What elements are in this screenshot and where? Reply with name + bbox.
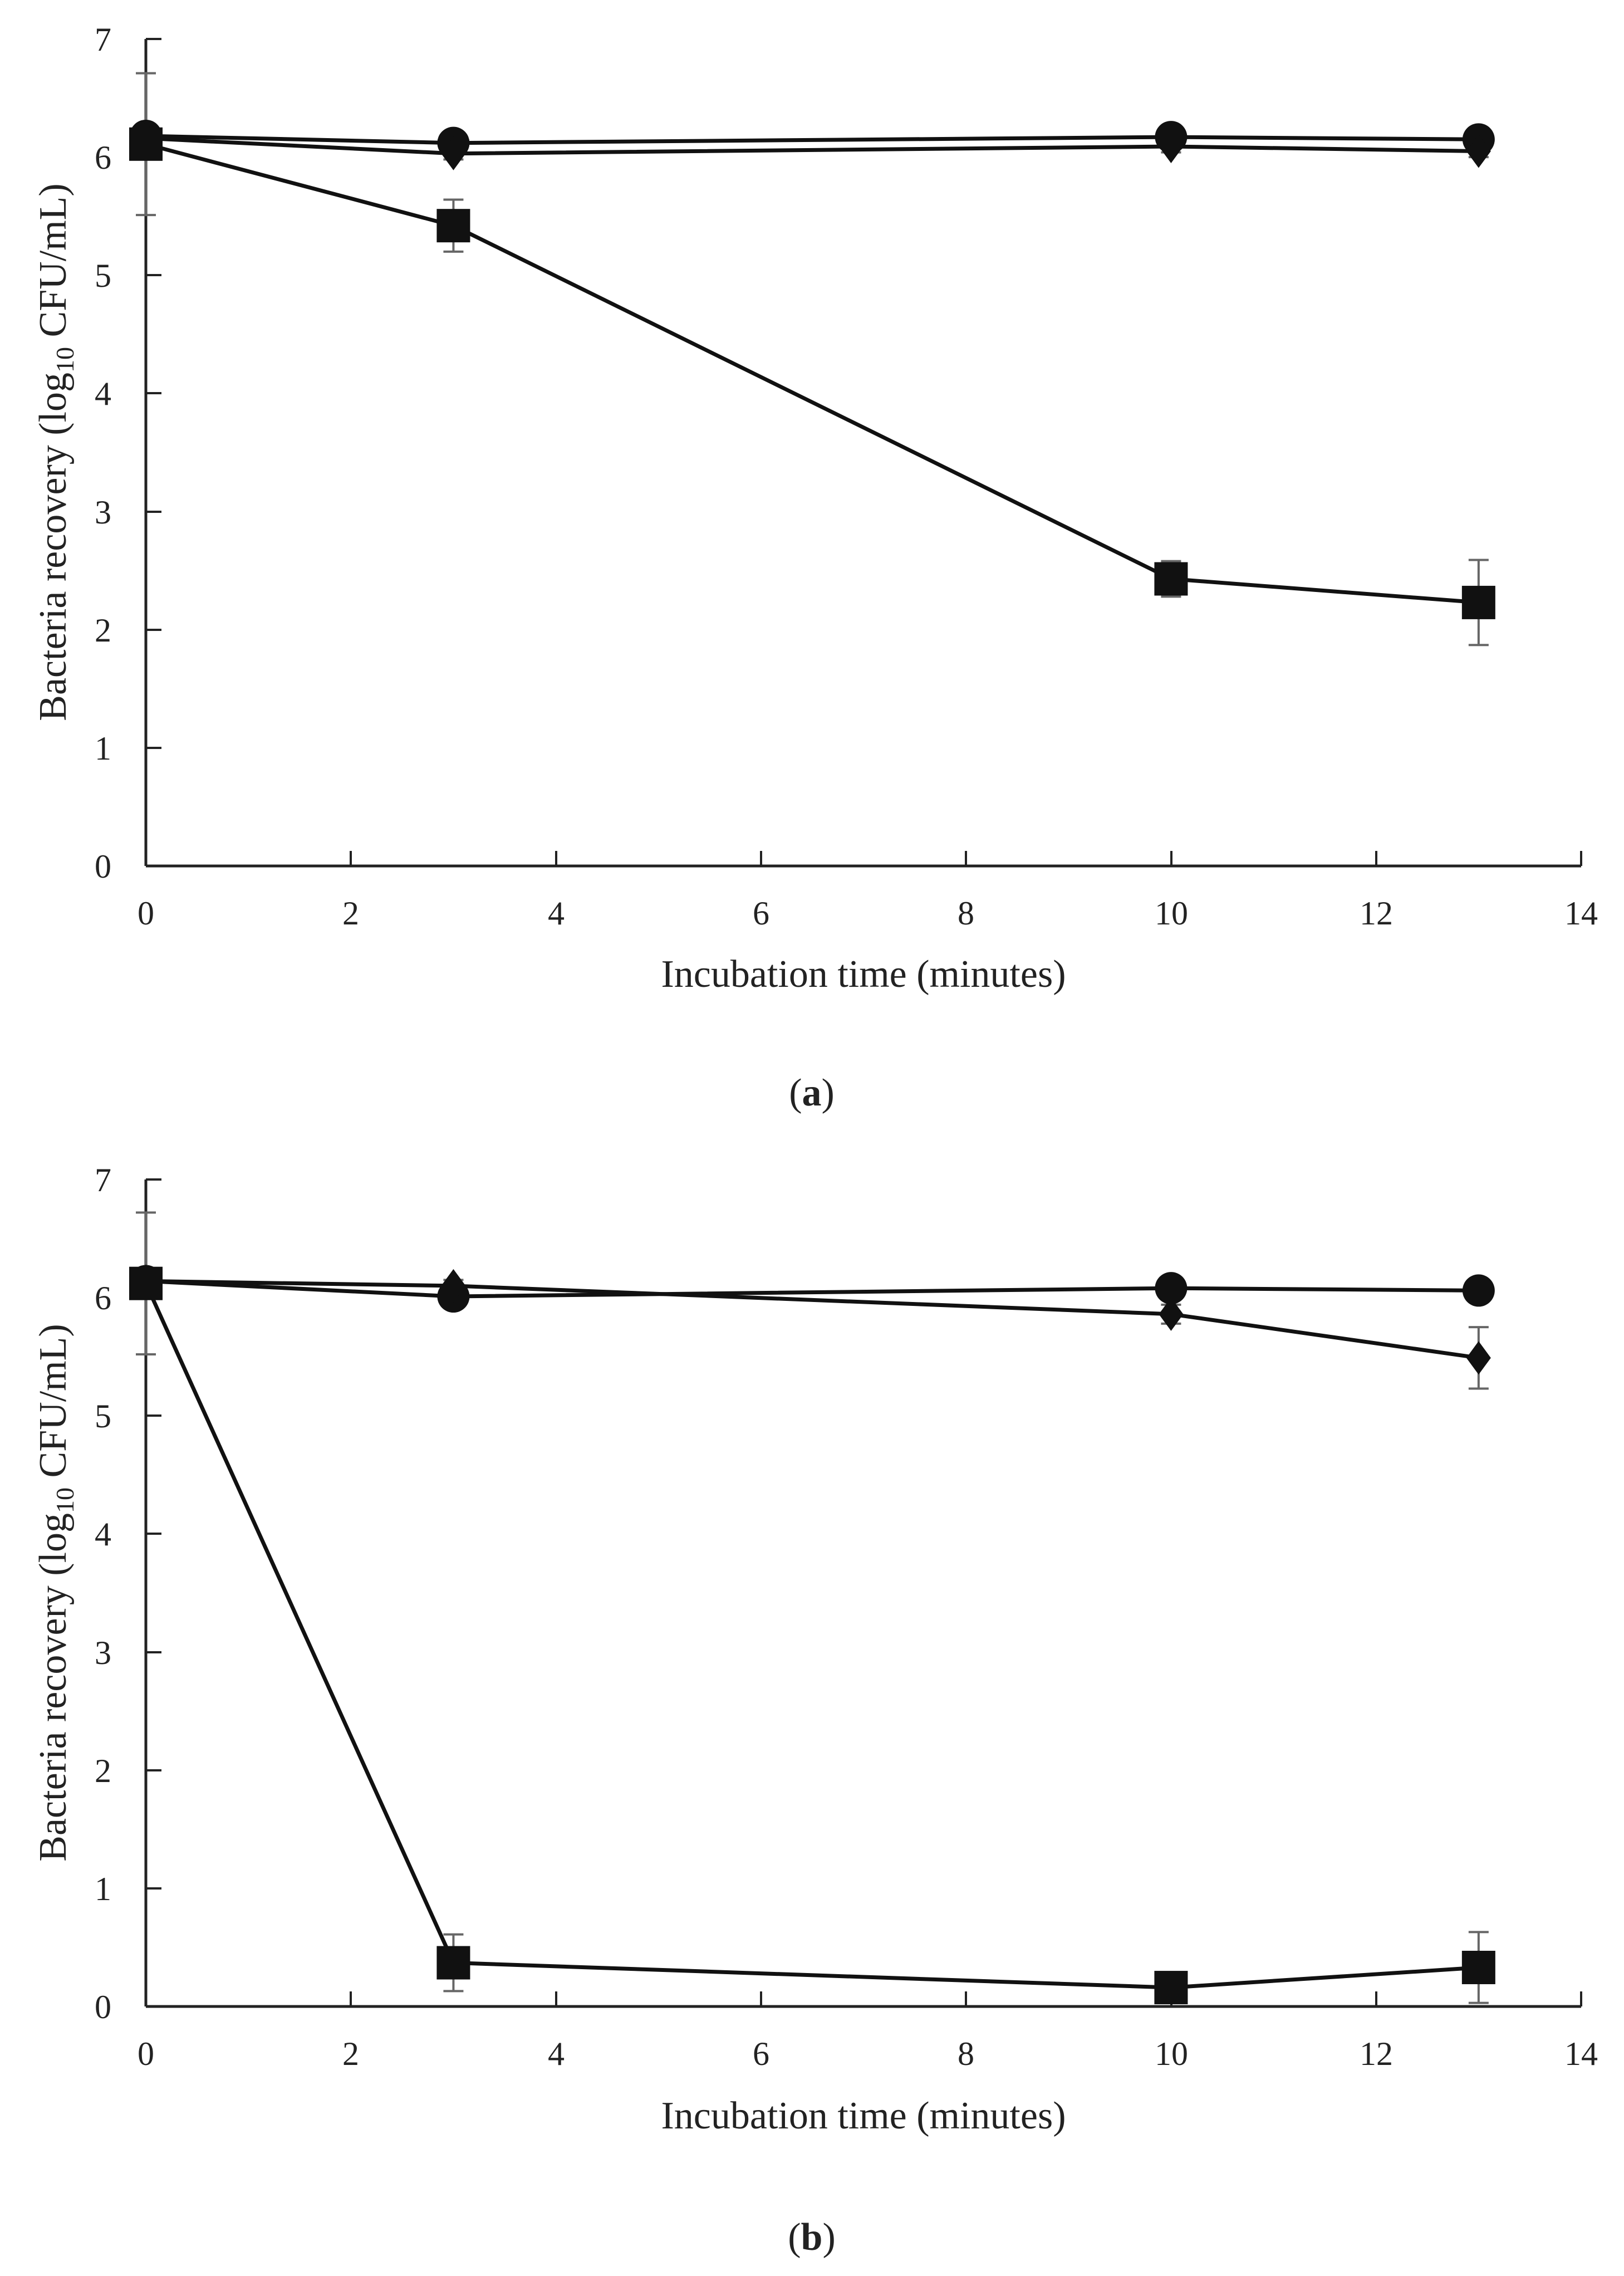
x-tick-label: 12 [1360, 2035, 1393, 2072]
data-point-square [129, 1266, 163, 1300]
x-tick-label: 8 [958, 895, 974, 932]
y-tick-label: 7 [95, 1162, 111, 1198]
x-ticks [145, 851, 1582, 866]
x-tick-label: 2 [342, 895, 359, 932]
x-tick-label: 14 [1564, 895, 1598, 932]
y-tick-label: 5 [95, 1398, 111, 1435]
y-tick-label: 1 [95, 730, 111, 767]
series-line-circle [145, 134, 1479, 145]
data-point-circle [1462, 1274, 1495, 1307]
y-tick-label: 5 [95, 257, 111, 294]
panel-label: (a) [789, 1071, 835, 1114]
y-axis-title-prefix: Bacteria recovery (log [32, 373, 75, 721]
y-axis-title-suffix: CFU/mL) [32, 183, 75, 347]
data-point-square [436, 1946, 470, 1980]
x-tick-label: 10 [1155, 895, 1188, 932]
markers [129, 119, 1495, 619]
y-tick-labels: 0 1 2 3 4 5 6 7 [95, 21, 111, 885]
chart-panel-a: 0 1 2 3 4 5 6 7 0 2 4 6 8 10 12 14 Incub… [32, 21, 1598, 1114]
y-tick-label: 7 [95, 21, 111, 58]
data-point-square [1154, 1971, 1188, 2005]
y-axis-title: Bacteria recovery (log10 CFU/mL) [32, 183, 79, 721]
y-tick-label: 4 [95, 1516, 111, 1553]
y-axis-title-subscript: 10 [51, 1487, 79, 1513]
y-tick-label: 2 [95, 612, 111, 649]
y-tick-label: 4 [95, 375, 111, 412]
x-tick-label: 2 [342, 2035, 359, 2072]
x-tick-label: 14 [1564, 2035, 1598, 2072]
y-ticks [146, 38, 161, 867]
x-ticks [145, 1991, 1582, 2006]
x-tick-labels: 0 2 4 6 8 10 12 14 [138, 895, 1598, 932]
x-tick-label: 8 [958, 2035, 974, 2072]
plot-area [129, 1211, 1495, 2005]
y-axis-title-suffix: CFU/mL) [32, 1324, 75, 1487]
data-point-diamond [1466, 1341, 1491, 1375]
series-line-square [144, 1283, 1479, 1990]
y-tick-label: 0 [95, 1989, 111, 2025]
x-tick-label: 0 [138, 2035, 154, 2072]
y-tick-label: 0 [95, 848, 111, 885]
y-axis-title: Bacteria recovery (log10 CFU/mL) [32, 1324, 79, 1861]
y-axis-title-subscript: 10 [51, 347, 79, 373]
data-point-diamond [441, 1269, 466, 1303]
plot-area [129, 72, 1495, 647]
series-line-diamond [145, 136, 1479, 156]
panel-letter: b [801, 2216, 823, 2259]
y-tick-label: 6 [95, 1280, 111, 1316]
error-bars [136, 72, 1489, 647]
panel-label: (b) [788, 2216, 836, 2259]
chart-panel-b: 0 1 2 3 4 5 6 7 0 2 4 6 8 10 12 14 Incub… [32, 1162, 1598, 2259]
x-axis-title: Incubation time (minutes) [661, 2094, 1066, 2137]
y-tick-label: 3 [95, 494, 111, 531]
series-line-diamond [145, 1279, 1479, 1360]
x-tick-label: 4 [548, 895, 565, 932]
y-tick-labels: 0 1 2 3 4 5 6 7 [95, 1162, 111, 2025]
x-tick-label: 12 [1360, 895, 1393, 932]
data-point-square [129, 127, 163, 161]
y-tick-label: 3 [95, 1634, 111, 1671]
data-point-diamond [441, 136, 466, 170]
x-tick-label: 0 [138, 895, 154, 932]
y-tick-label: 2 [95, 1753, 111, 1789]
data-point-diamond [1159, 1297, 1184, 1331]
y-tick-label: 1 [95, 1871, 111, 1907]
x-tick-label: 6 [753, 895, 769, 932]
x-tick-labels: 0 2 4 6 8 10 12 14 [138, 2035, 1598, 2072]
data-point-diamond [1466, 134, 1491, 168]
panel-letter: a [802, 1071, 822, 1114]
data-point-square [1461, 585, 1495, 619]
x-tick-label: 10 [1155, 2035, 1188, 2072]
data-point-square [1461, 1950, 1495, 1984]
series-line-circle [145, 1279, 1479, 1299]
x-axis-title: Incubation time (minutes) [661, 953, 1066, 996]
y-axis-title-prefix: Bacteria recovery (log [32, 1513, 75, 1862]
data-point-square [1154, 562, 1188, 596]
series-line-square [145, 142, 1479, 605]
x-tick-label: 6 [753, 2035, 769, 2072]
data-point-circle [1155, 1272, 1188, 1305]
series-lines [145, 134, 1479, 605]
y-tick-label: 6 [95, 139, 111, 176]
data-point-square [436, 209, 470, 243]
series-lines [144, 1279, 1479, 1990]
data-point-diamond [1159, 130, 1184, 164]
x-tick-label: 4 [548, 2035, 565, 2072]
markers [129, 1264, 1495, 2005]
